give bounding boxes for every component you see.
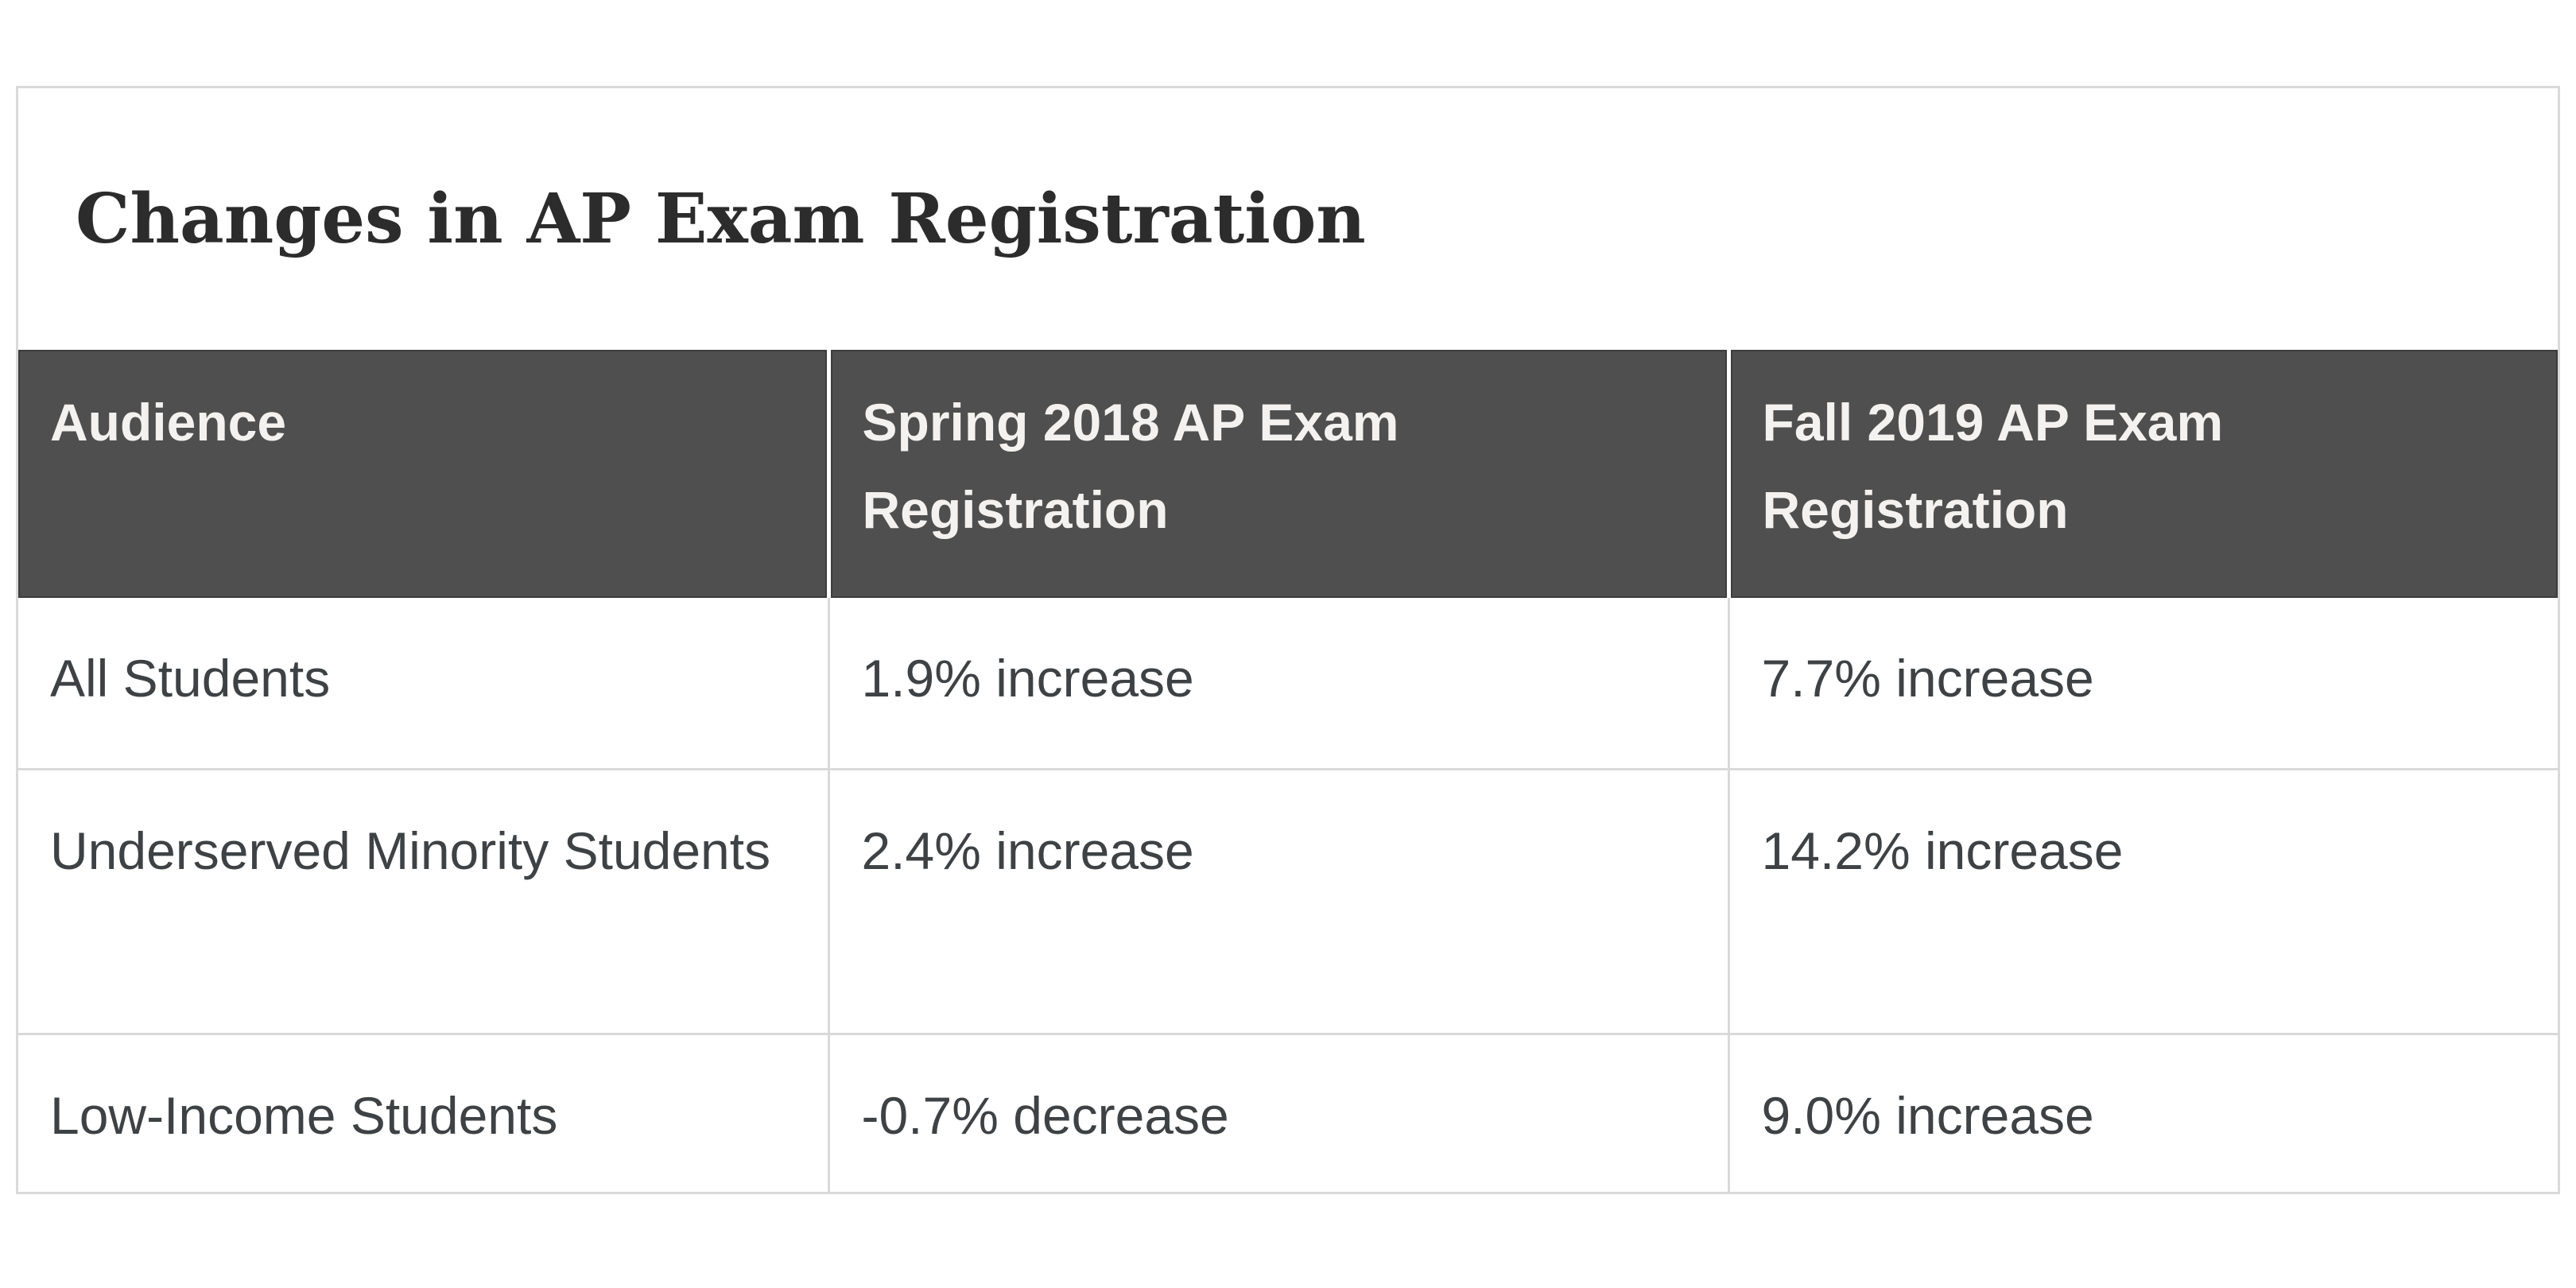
cell-fall-2019-value: 7.7% increase [1727, 598, 2558, 769]
table-header-row: Audience Spring 2018 AP Exam Registratio… [18, 350, 2558, 598]
cell-spring-2018-value: 1.9% increase [827, 598, 1728, 769]
cell-audience: All Students [18, 598, 828, 769]
column-header-fall-2019: Fall 2019 AP Exam Registration [1726, 350, 2558, 598]
column-header-audience: Audience [18, 350, 828, 598]
cell-fall-2019-value: 9.0% increase [1727, 1032, 2558, 1192]
page-title: Changes in AP Exam Registration [76, 179, 1366, 259]
table-row: Low-Income Students -0.7% decrease 9.0% … [18, 1032, 2558, 1192]
table-row: All Students 1.9% increase 7.7% increase [18, 598, 2558, 769]
table-card: Changes in AP Exam Registration Audience… [16, 86, 2560, 1194]
cell-audience: Low-Income Students [18, 1032, 828, 1192]
cell-spring-2018-value: 2.4% increase [827, 767, 1728, 1034]
table-row: Underserved Minority Students 2.4% incre… [18, 767, 2558, 1034]
title-area: Changes in AP Exam Registration [18, 88, 2558, 350]
ap-exam-registration-table: Audience Spring 2018 AP Exam Registratio… [18, 350, 2558, 1192]
cell-spring-2018-value: -0.7% decrease [827, 1032, 1728, 1192]
column-header-spring-2018: Spring 2018 AP Exam Registration [826, 350, 1728, 598]
cell-fall-2019-value: 14.2% increase [1727, 767, 2558, 1034]
cell-audience: Underserved Minority Students [18, 767, 828, 1034]
